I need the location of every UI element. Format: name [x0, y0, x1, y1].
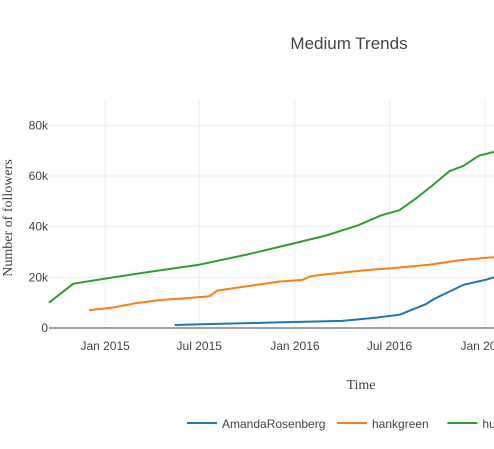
- y-tick-label: 40k: [29, 220, 49, 234]
- series-line-AmandaRosenberg: [174, 276, 494, 326]
- y-tick-label: 80k: [29, 118, 49, 132]
- y-tick-label: 20k: [29, 270, 49, 284]
- legend-label: hunterwalk: [482, 417, 494, 431]
- series-line-hankgreen: [88, 256, 494, 312]
- legend-label: AmandaRosenberg: [222, 417, 325, 431]
- grid-lines: [49, 100, 494, 328]
- chart-title: Medium Trends: [290, 34, 407, 53]
- x-tick-label: Jan 2015: [80, 339, 130, 353]
- y-tick-label: 60k: [29, 169, 49, 183]
- x-axis-ticks: Jan 2015 Jul 2015 Jan 2016 Jul 2016 Jan 2017: [80, 339, 494, 353]
- legend: AmandaRosenberg hankgreen hunterwalk: [187, 417, 494, 431]
- x-tick-label: Jan 2016: [270, 339, 320, 353]
- x-tick-label: Jan 2017: [460, 339, 494, 353]
- y-axis-title: Number of followers: [1, 159, 16, 276]
- plot-area: [48, 150, 494, 326]
- series-line-hunterwalk: [48, 150, 494, 304]
- x-tick-label: Jul 2016: [367, 339, 413, 353]
- x-axis-title: Time: [346, 378, 375, 393]
- y-axis-ticks: 0 20k 40k 60k 80k: [29, 118, 49, 335]
- y-tick-label: 0: [41, 321, 48, 335]
- x-tick-label: Jul 2015: [177, 339, 223, 353]
- legend-label: hankgreen: [372, 417, 429, 431]
